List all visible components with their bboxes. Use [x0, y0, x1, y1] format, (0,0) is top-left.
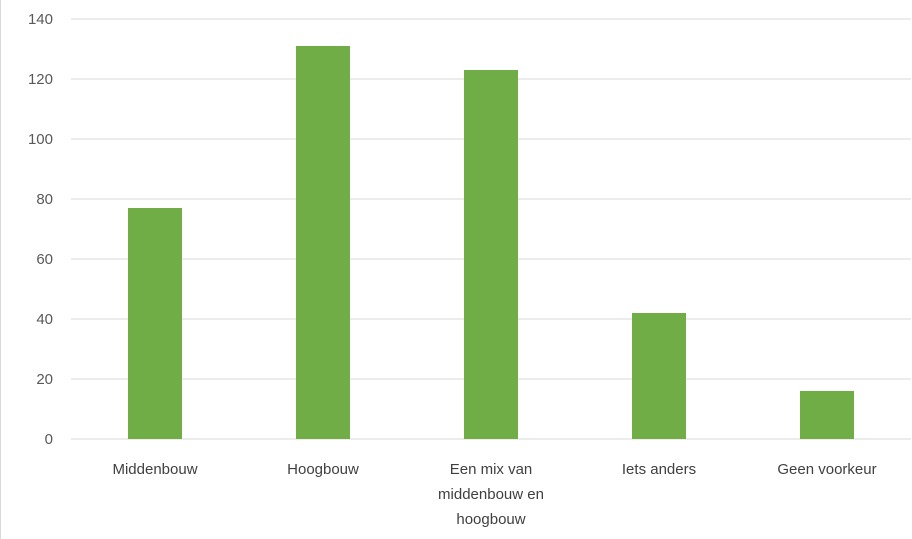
x-category-label: Middenbouw: [112, 461, 197, 478]
bar: [296, 46, 350, 439]
bar: [800, 391, 854, 439]
x-category-label: Iets anders: [622, 461, 696, 478]
y-tick-label: 0: [45, 431, 53, 448]
bar: [128, 208, 182, 439]
y-tick-label: 40: [36, 311, 53, 328]
bar: [464, 70, 518, 439]
x-axis-category-labels: Middenbouw Hoogbouw Een mix van middenbouw …: [112, 461, 876, 528]
y-tick-label: 120: [28, 71, 53, 88]
y-tick-label: 60: [36, 251, 53, 268]
y-tick-label: 80: [36, 191, 53, 208]
x-category-label: Een mix van middenbouw en hoogbouw: [438, 461, 544, 528]
y-tick-label: 100: [28, 131, 53, 148]
y-axis-tick-labels: 0 20 40 60 80 100 120 140: [28, 11, 53, 448]
y-tick-label: 140: [28, 11, 53, 28]
bar: [632, 313, 686, 439]
bars: [128, 46, 854, 439]
y-tick-label: 20: [36, 371, 53, 388]
x-category-label: Geen voorkeur: [777, 461, 876, 478]
x-category-label: Hoogbouw: [287, 461, 359, 478]
